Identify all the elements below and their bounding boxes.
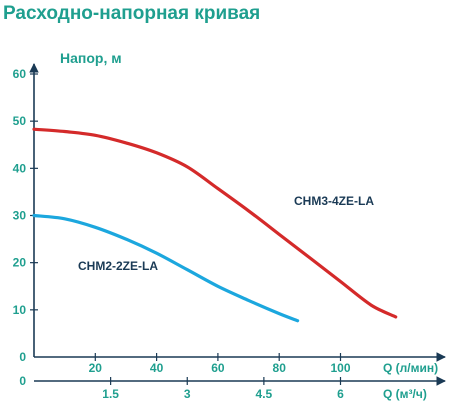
data-point <box>155 252 158 255</box>
x-tick-label: 20 <box>89 361 103 375</box>
data-point <box>186 268 189 271</box>
x-tick-label: 100 <box>330 361 350 375</box>
data-point <box>247 299 250 302</box>
data-point <box>278 312 281 315</box>
x-secondary-tick-label: 3 <box>184 387 191 401</box>
series-line-chm3-4ze-la <box>32 127 398 319</box>
x-secondary-tick-label: 1.5 <box>102 387 119 401</box>
y-axis-title: Напор, м <box>60 50 122 66</box>
data-point <box>216 187 219 190</box>
data-point <box>339 280 342 283</box>
data-point <box>370 304 373 307</box>
y-tick-label: 40 <box>13 161 27 175</box>
series-line-chm2-2ze-la <box>32 213 300 323</box>
data-point <box>247 209 250 212</box>
data-point <box>94 226 97 229</box>
data-point <box>32 214 35 217</box>
x-tick-label: 80 <box>273 361 287 375</box>
x-secondary-tick-label: 6 <box>337 387 344 401</box>
data-point <box>124 141 127 144</box>
y-tick-label: 20 <box>13 256 27 270</box>
x-tick-label: 40 <box>150 361 164 375</box>
y-tick-label: 50 <box>13 114 27 128</box>
x-axis-title-primary: Q (л/мин) <box>383 361 438 375</box>
y-tick-label: 60 <box>13 67 27 81</box>
data-point <box>394 315 397 318</box>
series-label: CHM3-4ZE-LA <box>294 194 374 208</box>
x-secondary-tick-label: 4.5 <box>256 387 273 401</box>
y-tick-label: 10 <box>13 303 27 317</box>
data-point <box>124 237 127 240</box>
y-tick-label: 30 <box>13 209 27 223</box>
data-point <box>308 256 311 259</box>
data-point <box>278 233 281 236</box>
data-point <box>63 130 66 133</box>
data-point <box>216 285 219 288</box>
data-point <box>186 165 189 168</box>
data-point <box>296 319 299 322</box>
x-axis-title-secondary: Q (м³/ч) <box>383 387 427 401</box>
data-point <box>155 151 158 154</box>
data-point <box>63 217 66 220</box>
x-tick-label: 60 <box>211 361 225 375</box>
data-point <box>94 134 97 137</box>
series-label: CHM2-2ZE-LA <box>78 259 158 273</box>
y-tick-label: 0 <box>19 350 26 364</box>
x-secondary-zero-label: 0 <box>19 374 26 388</box>
data-point <box>32 128 35 131</box>
chart-title: Расходно-напорная кривая <box>3 3 261 24</box>
